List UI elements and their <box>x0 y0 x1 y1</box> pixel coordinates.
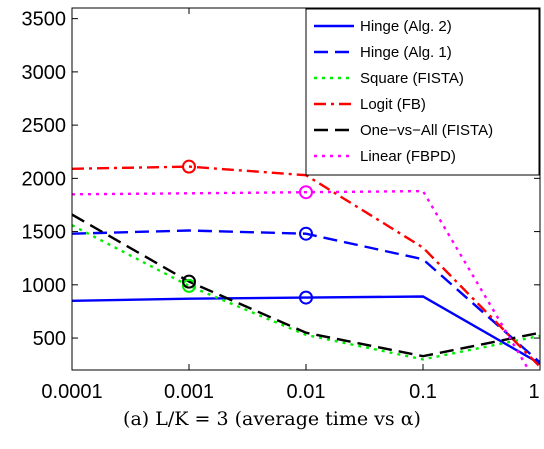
y-axis: 500 1000 1500 2000 2500 3000 3500 <box>22 9 540 350</box>
series-marker-5 <box>182 274 196 289</box>
y-tick-label: 3500 <box>22 9 67 31</box>
y-tick-label: 2000 <box>22 168 67 190</box>
series-line-4 <box>72 165 540 368</box>
x-tick-label: 0.0001 <box>41 381 102 403</box>
series-line-1 <box>72 295 540 365</box>
series-lines <box>72 165 540 370</box>
legend-label-3: Square (FISTA) <box>360 70 464 87</box>
x-tick-label: 0.1 <box>409 381 437 403</box>
series-marker-6 <box>299 185 313 200</box>
legend-label-1: Hinge (Alg. 2) <box>360 18 452 35</box>
y-tick-label: 3000 <box>22 62 67 84</box>
series-line-2 <box>72 229 540 364</box>
x-tick-label: 0.01 <box>287 381 326 403</box>
y-tick-label: 2500 <box>22 115 67 137</box>
chart-caption: (a) L/K = 3 (average time vs α) <box>0 408 544 430</box>
x-tick-label: 1 <box>528 381 539 403</box>
legend-label-5: One−vs−All (FISTA) <box>360 122 493 139</box>
y-tick-label: 500 <box>33 328 66 350</box>
x-tick-label: 0.001 <box>164 381 214 403</box>
line-chart: 0.0001 0.001 0.01 0.1 1 500 1000 1500 2000 2500 3… <box>22 7 541 403</box>
y-tick-label: 1500 <box>22 222 67 244</box>
legend-box <box>305 8 540 176</box>
legend-label-4: Logit (FB) <box>360 96 426 113</box>
legend: Hinge (Alg. 2) Hinge (Alg. 1) Square (FIST… <box>305 8 540 176</box>
series-line-6 <box>72 189 530 370</box>
series-marker-1 <box>299 290 313 305</box>
y-tick-label: 1000 <box>22 275 67 297</box>
series-markers <box>182 159 313 305</box>
series-marker-2 <box>299 226 313 241</box>
series-marker-3 <box>182 278 196 293</box>
legend-label-2: Hinge (Alg. 1) <box>360 44 452 61</box>
series-line-3 <box>72 224 540 361</box>
legend-label-6: Linear (FBPD) <box>360 148 456 165</box>
x-axis: 0.0001 0.001 0.01 0.1 1 <box>41 8 541 403</box>
series-line-5 <box>72 213 540 358</box>
series-marker-4 <box>182 159 196 174</box>
caption-text: (a) L/K = 3 (average time vs α) <box>123 408 421 430</box>
